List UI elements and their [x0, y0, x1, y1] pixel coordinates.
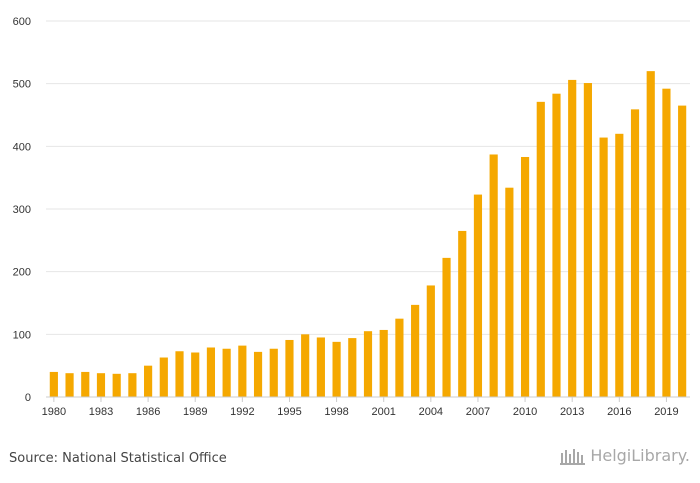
bar-2006: [458, 230, 467, 397]
x-tick-label: 2013: [560, 406, 584, 418]
bar-1997: [316, 337, 325, 397]
y-tick-label: 500: [13, 79, 31, 91]
bar-1990: [206, 347, 216, 397]
x-tick-label: 2001: [371, 406, 395, 418]
x-tick-label: 2016: [607, 406, 631, 418]
y-tick-label: 100: [13, 329, 31, 341]
bar-1985: [128, 373, 137, 397]
library-icon: [560, 447, 586, 465]
x-tick-label: 2007: [466, 406, 490, 418]
bar-2019: [662, 88, 671, 398]
bar-1999: [348, 338, 357, 397]
y-tick-label: 400: [13, 141, 31, 153]
bar-1982: [81, 371, 90, 397]
bar-2020: [678, 105, 687, 397]
grid-lines: [46, 20, 690, 335]
brand-name: HelgiLibrary.: [590, 446, 690, 465]
bar-1986: [144, 365, 153, 397]
y-tick-label: 0: [25, 392, 31, 404]
bar-2002: [395, 318, 404, 397]
x-tick-label: 1983: [89, 406, 113, 418]
x-tick-label: 2010: [513, 406, 537, 418]
y-tick-label: 600: [13, 16, 31, 28]
bar-1980: [49, 371, 58, 397]
bar-1988: [175, 351, 184, 397]
bar-1981: [65, 373, 74, 397]
bar-2015: [599, 137, 608, 397]
bar-2007: [473, 194, 483, 397]
x-tick-label: 2019: [654, 406, 678, 418]
bar-1993: [253, 351, 263, 397]
bar-2009: [505, 187, 514, 397]
bar-2014: [583, 83, 592, 397]
bar-2005: [442, 257, 451, 397]
y-axis-ticks: 0 100 200 300 400 500 600: [13, 16, 31, 404]
x-tick-label: 1989: [183, 406, 207, 418]
y-tick-label: 200: [13, 267, 31, 279]
x-tick-label: 1980: [42, 406, 66, 418]
bar-1991: [222, 348, 231, 397]
x-tick-label: 1992: [230, 406, 254, 418]
bar-1989: [191, 352, 200, 397]
bar-1994: [269, 348, 278, 397]
brand-logo: HelgiLibrary.: [560, 446, 690, 465]
bar-1998: [332, 341, 341, 397]
bar-2008: [489, 154, 498, 397]
bar-2010: [520, 156, 530, 397]
bar-2012: [552, 93, 561, 398]
bar-2000: [363, 331, 373, 397]
bar-chart: 0 100 200 300 400 500 600 1980 1983 1986 1989 1992…: [13, 16, 690, 418]
source-note: Source: National Statistical Office: [9, 451, 227, 466]
bar-2018: [646, 71, 655, 397]
bar-2004: [426, 285, 435, 397]
bar-2016: [615, 133, 624, 398]
y-tick-label: 300: [13, 204, 31, 216]
bar-1996: [301, 334, 310, 397]
bar-1995: [285, 339, 294, 397]
bar-1984: [112, 373, 121, 397]
bar-1992: [238, 345, 247, 397]
bar-1987: [159, 357, 168, 397]
bar-2013: [568, 79, 577, 397]
x-tick-label: 1995: [277, 406, 301, 418]
x-tick-label: 1986: [136, 406, 160, 418]
bar-2017: [630, 109, 640, 398]
x-tick-label: 1998: [324, 406, 348, 418]
bars: [49, 71, 687, 398]
bar-1983: [96, 373, 106, 397]
bar-2003: [411, 304, 420, 397]
x-tick-label: 2004: [419, 406, 443, 418]
bar-2001: [379, 329, 388, 397]
x-axis-ticks: 1980 1983 1986 1989 1992 1995 1998 2001 2004 2007…: [42, 397, 679, 418]
bar-2011: [536, 101, 545, 397]
